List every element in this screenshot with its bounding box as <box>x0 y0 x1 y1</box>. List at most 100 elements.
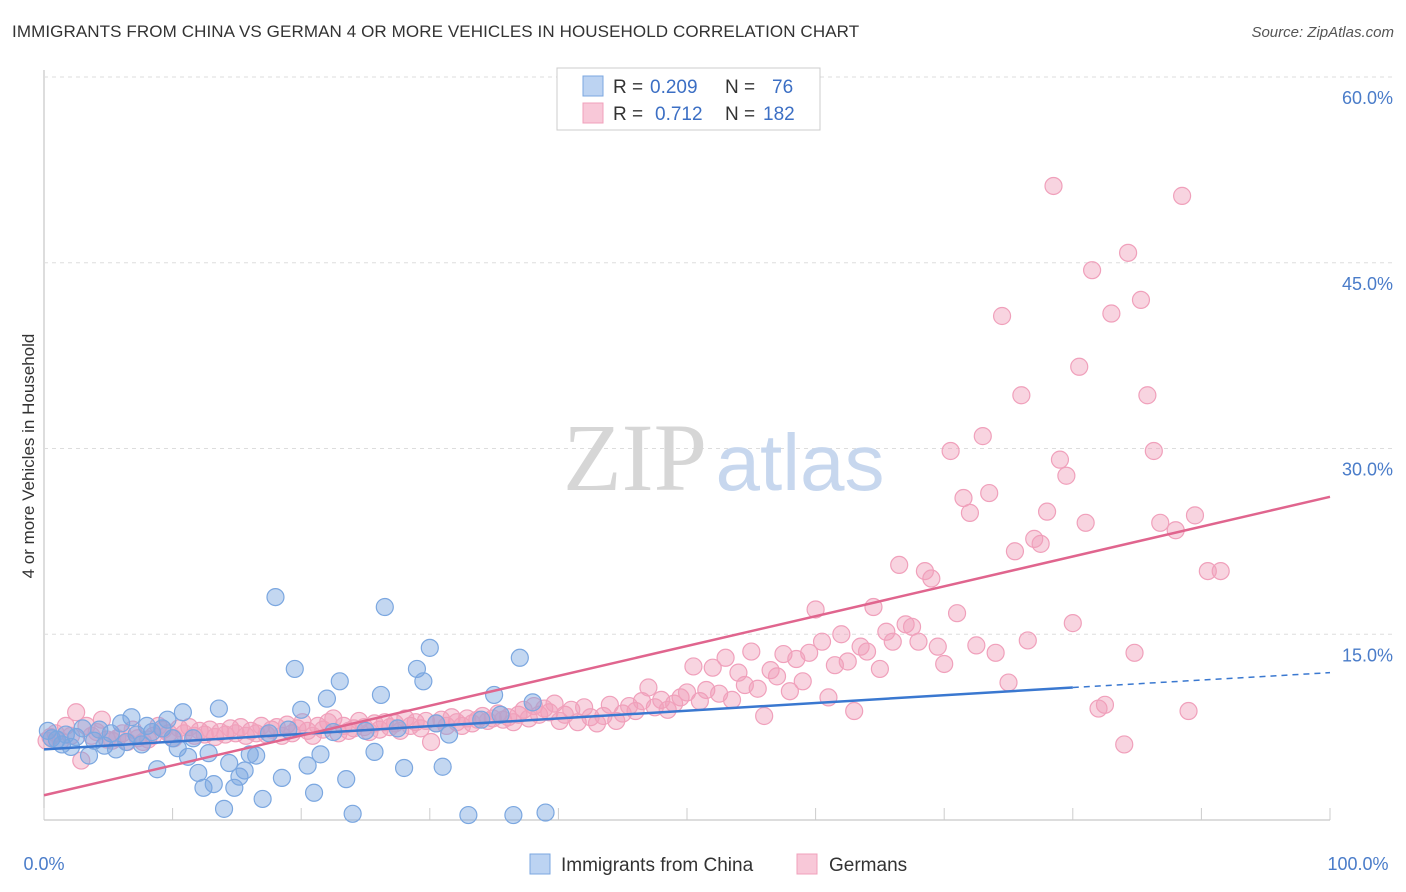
china-point <box>472 710 491 729</box>
china-point <box>337 770 356 789</box>
german-point <box>1144 441 1163 461</box>
german-point <box>1057 466 1076 485</box>
legend-n-label-german: N = <box>725 104 755 125</box>
german-point <box>780 682 799 701</box>
german-point <box>252 716 271 735</box>
german-point <box>1151 513 1170 532</box>
german-point <box>1044 176 1063 196</box>
china-point <box>365 742 384 761</box>
german-point <box>980 483 999 503</box>
x-ticks <box>43 808 1331 820</box>
german-point <box>832 625 851 644</box>
german-point <box>1063 614 1082 633</box>
german-point <box>915 561 935 581</box>
german-point <box>922 569 941 588</box>
legend-swatch-german <box>582 102 604 124</box>
german-point <box>1125 643 1144 662</box>
german-point <box>1173 186 1192 205</box>
china-point <box>433 757 452 776</box>
china-point <box>394 758 414 778</box>
china-point <box>90 720 109 739</box>
china-point <box>194 778 213 797</box>
german-point <box>1070 357 1089 376</box>
china-point <box>330 672 349 691</box>
german-point <box>890 555 909 575</box>
german-point <box>800 643 819 662</box>
german-point <box>793 672 812 691</box>
legend-r-value-german: 0.712 <box>655 104 703 125</box>
china-point <box>491 705 510 724</box>
german-point <box>883 632 902 651</box>
china-point <box>510 648 529 667</box>
china-point <box>122 708 141 727</box>
china-point <box>272 768 292 787</box>
german-point <box>877 622 896 641</box>
china-points <box>38 587 555 825</box>
china-point <box>204 774 223 794</box>
german-point <box>755 706 774 726</box>
china-point <box>253 789 272 809</box>
german-point <box>1211 561 1230 581</box>
german-point <box>1005 542 1025 561</box>
china-point <box>112 714 131 733</box>
german-point <box>935 654 954 674</box>
legend-n-value-german: 182 <box>763 104 795 125</box>
german-point <box>722 690 742 709</box>
german-point <box>1185 506 1205 525</box>
china-point <box>220 753 239 773</box>
grid-lines <box>44 76 1392 635</box>
china-point <box>184 729 203 748</box>
german-point <box>748 679 767 698</box>
china-point <box>117 732 136 752</box>
german-point <box>545 694 564 713</box>
german-point <box>742 642 761 661</box>
china-point <box>371 685 391 705</box>
german-point <box>684 657 703 676</box>
chart-title: IMMIGRANTS FROM CHINA VS GERMAN 4 OR MOR… <box>12 22 860 41</box>
bottom-legend-swatch-german <box>796 853 818 875</box>
china-point <box>158 710 177 729</box>
german-point <box>1102 304 1121 323</box>
china-point <box>343 804 362 823</box>
bottom-legend-label-german: Germans <box>829 855 907 876</box>
china-point <box>235 761 254 780</box>
german-point <box>703 658 722 677</box>
china-trend-extension <box>1072 671 1331 689</box>
german-point <box>1131 290 1151 309</box>
watermark-zip: ZIP <box>563 404 707 511</box>
german-point <box>967 636 986 655</box>
german-point <box>845 701 864 721</box>
german-point <box>1050 450 1070 469</box>
german-point <box>870 659 890 679</box>
y-tick-label: 60.0% <box>1342 88 1393 108</box>
german-point <box>986 643 1005 662</box>
german-point <box>1138 386 1157 405</box>
german-point <box>806 600 825 619</box>
china-point <box>536 803 555 822</box>
china-point <box>209 699 228 718</box>
german-points <box>37 176 1230 770</box>
german-point <box>992 306 1012 326</box>
top-legend: R = 0.209 N = 76 R = 0.712 N = 182 <box>556 67 821 131</box>
german-point <box>1198 561 1217 581</box>
china-point <box>285 659 304 679</box>
china-point <box>523 693 542 712</box>
china-point <box>414 672 433 691</box>
german-point <box>600 695 619 714</box>
y-tick-label: 30.0% <box>1342 460 1393 480</box>
china-point <box>459 805 478 825</box>
german-point <box>941 441 960 461</box>
bottom-legend-swatch-china <box>529 853 551 875</box>
german-point <box>1082 261 1102 280</box>
bottom-legend: Immigrants from China Germans <box>529 853 907 876</box>
german-point <box>1018 631 1037 650</box>
bottom-legend-label-china: Immigrants from China <box>561 855 754 876</box>
german-point <box>767 667 787 686</box>
german-trend-line <box>43 495 1331 797</box>
watermark-atlas: atlas <box>716 418 885 507</box>
german-point <box>1095 695 1115 714</box>
german-point <box>231 718 250 737</box>
trend-lines <box>43 495 1331 797</box>
german-point <box>1118 243 1138 262</box>
